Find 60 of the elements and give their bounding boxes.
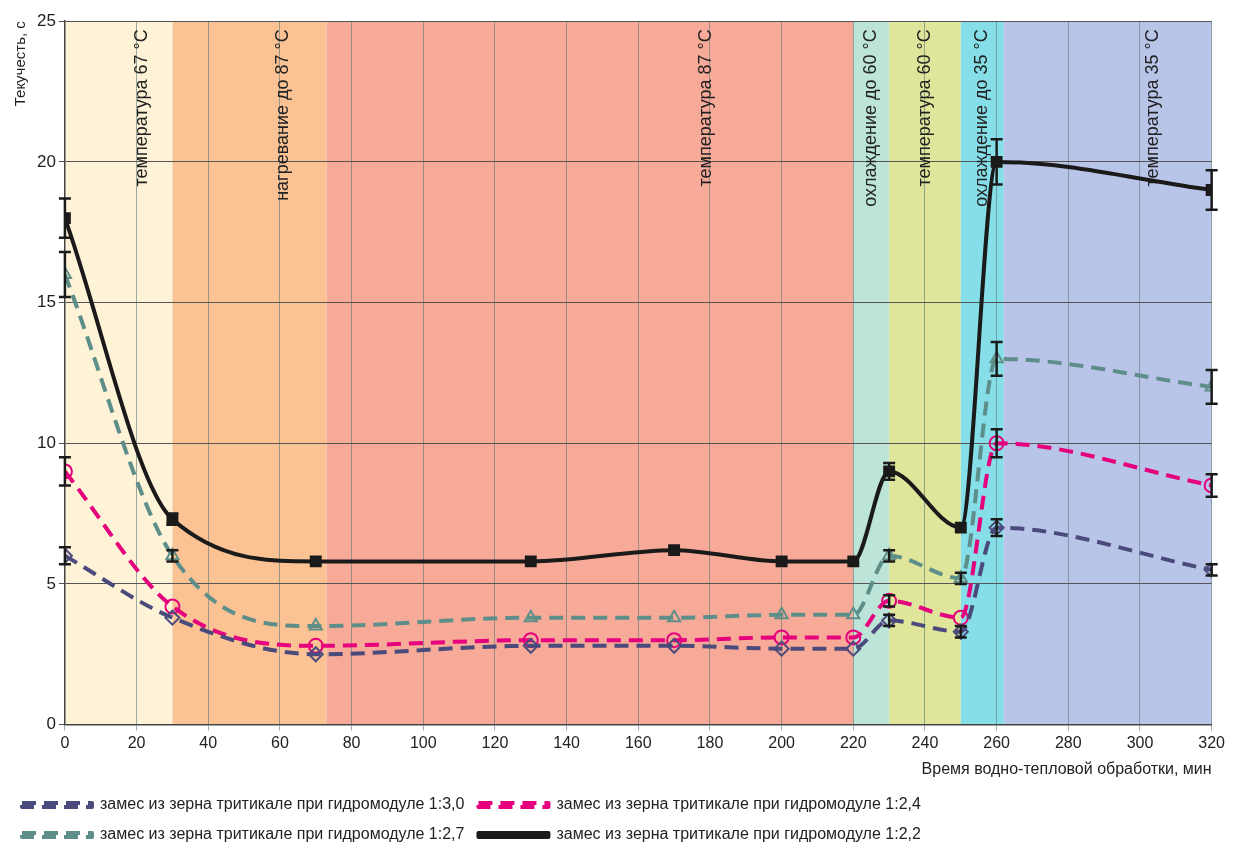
point	[307, 637, 324, 654]
y-tick-label: 10	[36, 432, 56, 452]
x-tick-label: 320	[1198, 733, 1226, 751]
x-tick-label: 220	[839, 733, 867, 751]
x-tick-label: 160	[624, 733, 652, 751]
y-tick-label: 15	[36, 292, 56, 312]
band-label: охлаждение до 35 °C	[971, 29, 992, 207]
point	[164, 609, 181, 626]
x-axis-title: Время водно-тепловой обработки, мин	[921, 759, 1212, 777]
x-tick-label: 20	[127, 733, 146, 751]
point	[847, 555, 860, 568]
point	[846, 606, 861, 620]
point	[524, 555, 537, 568]
band-label: нагревание до 87 °C	[272, 29, 293, 201]
point	[988, 435, 1005, 452]
x-tick-label: 280	[1054, 733, 1082, 751]
point	[666, 637, 683, 654]
point	[775, 555, 788, 568]
legend-label: замес из зерна тритикале при гидромодуле 1:2,7	[100, 825, 465, 843]
point	[666, 632, 683, 649]
legend-label: замес из зерна тритикале при гидромодуле 1:2,2	[556, 825, 921, 843]
point	[845, 640, 862, 657]
point	[308, 618, 323, 631]
x-tick-label: 140	[553, 733, 581, 751]
y-tick-label: 0	[46, 714, 56, 734]
point	[773, 640, 790, 657]
band-label: охлаждение до 60 °C	[860, 29, 881, 207]
band-label: температура 87 °C	[694, 29, 715, 187]
band-label: температура 67 °C	[131, 29, 152, 187]
point	[667, 609, 682, 623]
x-tick-label: 120	[481, 733, 509, 751]
legend-label: замес из зерна тритикале при гидромодуле 1:2,4	[556, 795, 921, 813]
point	[845, 629, 862, 646]
point	[989, 350, 1004, 364]
y-tick-label: 5	[46, 573, 56, 593]
x-tick-label: 0	[60, 733, 70, 751]
x-tick-label: 260	[983, 733, 1011, 751]
point	[522, 637, 539, 654]
point	[954, 521, 967, 534]
band-label: температура 60 °C	[913, 29, 934, 187]
x-tick-label: 60	[271, 733, 289, 751]
y-axis-title: Текучесть, с	[11, 20, 29, 107]
x-tick-label: 300	[1126, 733, 1154, 751]
x-tick-label: 240	[911, 733, 939, 751]
point	[523, 609, 538, 623]
x-tick-label: 180	[696, 733, 724, 751]
y-tick-label: 25	[36, 10, 56, 30]
point	[773, 629, 790, 646]
point	[164, 598, 181, 615]
x-tick-label: 40	[199, 733, 218, 751]
legend-label: замес из зерна тритикале при гидромодуле 1:3,0	[100, 795, 465, 813]
point	[952, 609, 969, 626]
point	[309, 555, 322, 568]
y-tick-label: 20	[36, 151, 56, 171]
x-tick-label: 100	[409, 733, 437, 751]
point	[774, 606, 789, 620]
point	[668, 544, 681, 557]
x-tick-label: 80	[342, 733, 361, 751]
x-tick-label: 200	[768, 733, 796, 751]
point	[307, 646, 324, 663]
